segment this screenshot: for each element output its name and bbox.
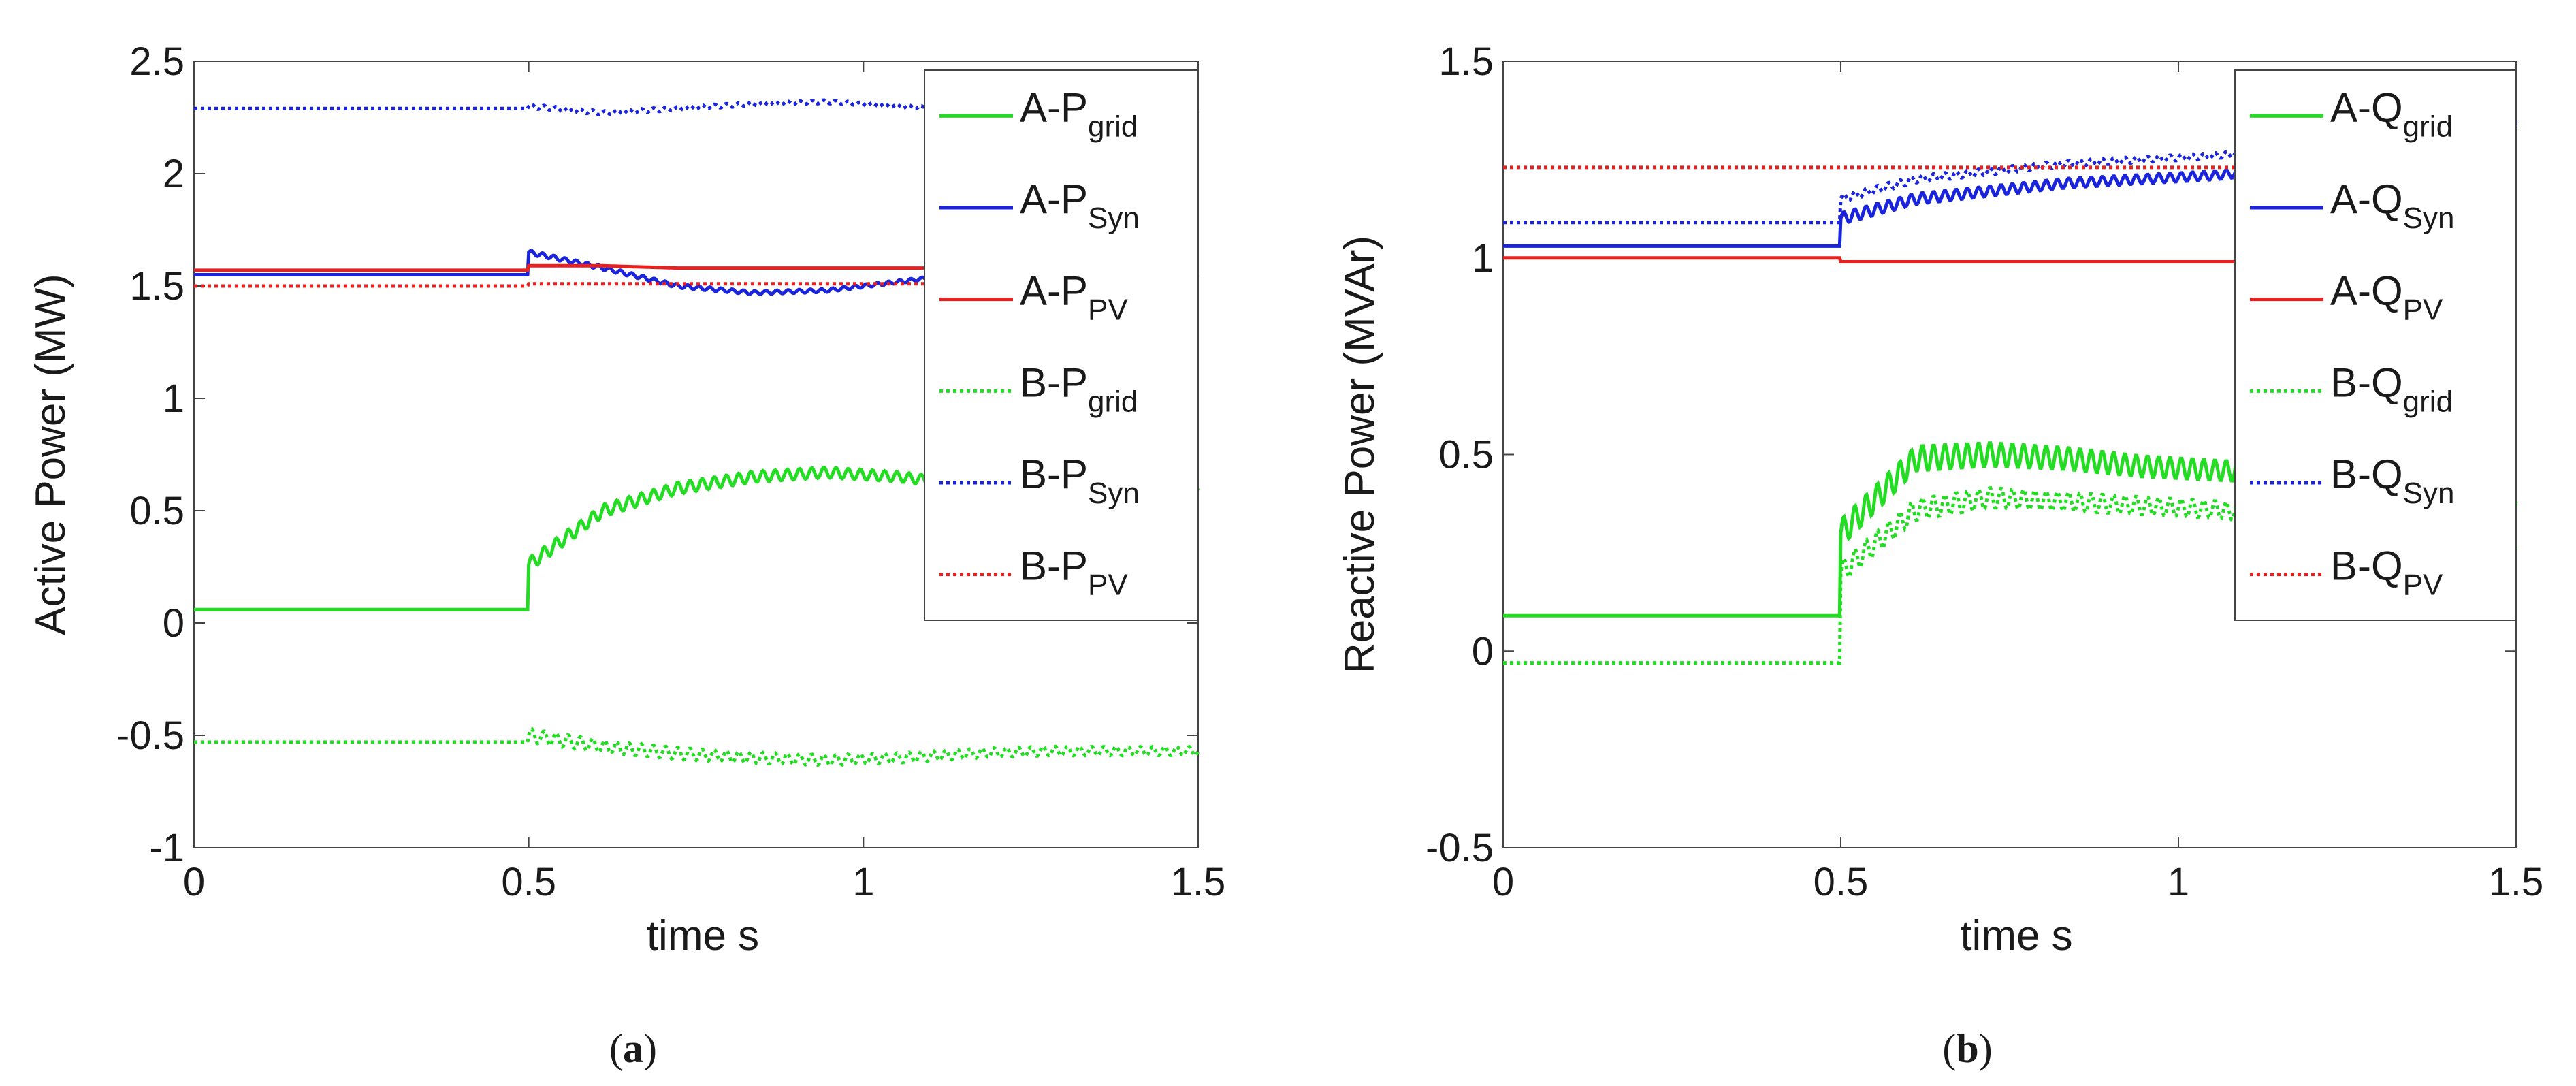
y-tick-label: -1 [149, 826, 184, 870]
y-tick-label: 0.5 [1438, 433, 1494, 477]
legend-label-main: B-Q [2330, 360, 2403, 405]
legend-label-main: A-P [1020, 268, 1088, 314]
panel-label: (a) [609, 1026, 657, 1071]
y-tick-label: -0.5 [1426, 826, 1494, 870]
legend-label-main: A-P [1020, 176, 1088, 222]
legend-label-A-PSyn: A-PSyn [1020, 176, 1140, 235]
legend-label-main: B-Q [2330, 543, 2403, 589]
x-tick-label: 0 [1492, 860, 1514, 904]
y-tick-label: -0.5 [116, 714, 184, 758]
y-tick-label: 2.5 [129, 39, 184, 84]
legend-label-sub: grid [1088, 385, 1138, 418]
x-axis-label: time s [1960, 912, 2072, 959]
x-tick-label: 0.5 [501, 860, 556, 904]
x-tick-label: 1 [2168, 860, 2189, 904]
legend-label-A-Qgrid: A-Qgrid [2330, 84, 2453, 143]
panel-label-open: ( [609, 1026, 623, 1071]
legend-label-sub: grid [2403, 385, 2453, 418]
legend-label-main: A-Q [2330, 84, 2403, 130]
legend-label-B-PSyn: B-PSyn [1020, 451, 1140, 510]
panel-label: (b) [1942, 1026, 1992, 1071]
legend-label-B-Qgrid: B-Qgrid [2330, 360, 2453, 418]
legend-label-A-PPV: A-PPV [1020, 268, 1128, 327]
x-tick-label: 1.5 [2489, 860, 2544, 904]
legend-label-main: B-Q [2330, 451, 2403, 497]
legend-label-sub: PV [2403, 293, 2443, 327]
y-tick-label: 1.5 [1438, 39, 1494, 84]
y-tick-label: 1.5 [129, 264, 184, 308]
x-axis-label: time s [647, 912, 759, 959]
legend-label-sub: Syn [1088, 477, 1140, 510]
legend-label-sub: Syn [2403, 202, 2455, 235]
legend-label-B-PPV: B-PPV [1020, 543, 1128, 602]
legend-label-main: A-Q [2330, 268, 2403, 314]
legend-label-main: A-Q [2330, 176, 2403, 222]
legend-label-sub: PV [2403, 569, 2443, 602]
legend-label-sub: Syn [2403, 477, 2455, 510]
legend-label-B-QSyn: B-QSyn [2330, 451, 2455, 510]
legend-label-main: A-P [1020, 84, 1088, 130]
legend-box [924, 69, 1199, 621]
legend-label-main: B-P [1020, 451, 1088, 497]
y-axis-label: Reactive Power (MVAr) [1336, 236, 1383, 673]
panel-label-letter: a [623, 1026, 643, 1071]
legend-label-A-Pgrid: A-Pgrid [1020, 84, 1138, 143]
x-tick-label: 1.5 [1171, 860, 1226, 904]
panel-label-close: ) [1979, 1026, 1993, 1071]
y-axis-label: Active Power (MW) [27, 274, 74, 635]
panel-a-chart: 0 0.5 1 1.5 -1 -0.5 0 0.5 1 1.5 2 2.5 time s Active P… [27, 39, 1225, 1071]
panel-label-close: ) [643, 1026, 657, 1071]
y-tick-label: 0 [163, 601, 184, 645]
panel-label-open: ( [1942, 1026, 1956, 1071]
legend-box [2234, 69, 2517, 621]
y-tick-label: 0 [1472, 629, 1494, 673]
series-line-B-Pgrid [194, 727, 1200, 767]
legend-label-main: B-P [1020, 543, 1088, 589]
x-tick-label: 0 [183, 860, 205, 904]
legend-label-A-QPV: A-QPV [2330, 268, 2443, 327]
y-tick-label: 2 [163, 152, 184, 196]
legend-label-main: B-P [1020, 360, 1088, 405]
legend-label-B-QPV: B-QPV [2330, 543, 2443, 602]
y-tick-label: 1 [1472, 236, 1494, 281]
y-tick-label: 0.5 [129, 489, 184, 533]
y-tick-label: 1 [163, 377, 184, 421]
legend-label-sub: PV [1088, 293, 1128, 327]
legend-label-A-QSyn: A-QSyn [2330, 176, 2455, 235]
legend-label-sub: grid [1088, 110, 1138, 143]
legend-label-B-Pgrid: B-Pgrid [1020, 360, 1138, 418]
x-tick-label: 1 [852, 860, 874, 904]
legend-label-sub: PV [1088, 569, 1128, 602]
panel-label-letter: b [1956, 1026, 1978, 1071]
legend-label-sub: grid [2403, 110, 2453, 143]
legend-label-sub: Syn [1088, 202, 1140, 235]
x-tick-label: 0.5 [1814, 860, 1869, 904]
